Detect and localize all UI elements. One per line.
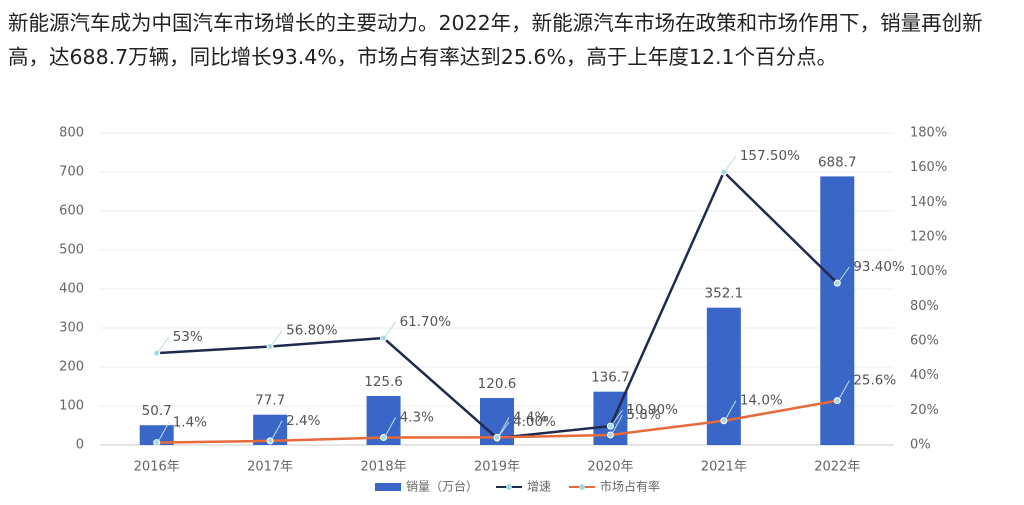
- line-value-label: 56.80%: [286, 323, 338, 339]
- y2-tick-label: 20%: [910, 403, 939, 418]
- legend-swatch: [579, 484, 586, 490]
- legend-swatch: [375, 483, 401, 491]
- x-tick-label: 2017年: [247, 460, 293, 475]
- line-value-label: 1.4%: [173, 415, 207, 431]
- point: [606, 422, 614, 430]
- line-value-label: 4.00%: [513, 414, 556, 430]
- bar-value-label: 125.6: [364, 374, 403, 390]
- leader-line: [158, 422, 170, 441]
- y-tick-label: 500: [59, 243, 84, 258]
- y2-tick-label: 100%: [910, 264, 947, 279]
- leader-line: [498, 417, 510, 436]
- y-tick-label: 0: [76, 438, 84, 453]
- y2-tick-label: 60%: [910, 334, 939, 349]
- x-tick-label: 2020年: [587, 460, 633, 475]
- point: [720, 168, 728, 176]
- line-value-label: 93.40%: [853, 259, 905, 275]
- leader-line: [385, 417, 397, 436]
- x-tick-label: 2022年: [814, 460, 860, 475]
- line-value-label: 53%: [173, 329, 203, 345]
- y2-tick-label: 120%: [910, 230, 947, 245]
- leader-line: [725, 400, 737, 419]
- leader-line: [838, 380, 850, 399]
- y-tick-label: 200: [59, 360, 84, 375]
- bar: [139, 425, 174, 445]
- y2-tick-label: 180%: [910, 126, 947, 141]
- point: [380, 334, 388, 342]
- line-value-label: 14.0%: [740, 393, 783, 409]
- leader-line: [271, 330, 283, 345]
- line-value-label: 4.4%: [513, 409, 547, 425]
- line-value-label: 2.4%: [286, 413, 320, 429]
- leader-line: [611, 414, 623, 434]
- point: [266, 437, 274, 445]
- bar-value-label: 136.7: [591, 370, 630, 386]
- point: [380, 434, 388, 442]
- y-tick-label: 700: [59, 165, 84, 180]
- bar-value-label: 77.7: [255, 393, 285, 409]
- leader-line: [612, 409, 623, 425]
- point: [833, 397, 841, 405]
- y-tick-label: 800: [59, 126, 84, 141]
- legend-label: 市场占有率: [600, 479, 660, 494]
- leader-line: [838, 266, 850, 282]
- point: [493, 433, 501, 441]
- y2-tick-label: 80%: [910, 299, 939, 314]
- x-tick-label: 2016年: [134, 460, 180, 475]
- leader-line: [725, 155, 737, 171]
- line-value-label: 25.6%: [853, 373, 896, 389]
- bar-value-label: 120.6: [478, 376, 517, 392]
- point: [833, 279, 841, 287]
- paragraph: 新能源汽车成为中国汽车市场增长的主要动力。2022年，新能源汽车市场在政策和市场…: [8, 11, 983, 69]
- bar: [706, 307, 741, 445]
- x-tick-label: 2021年: [701, 460, 747, 475]
- y2-tick-label: 0%: [910, 438, 931, 453]
- point: [606, 431, 614, 439]
- line-value-label: 61.70%: [400, 314, 452, 330]
- y2-tick-label: 40%: [910, 368, 939, 383]
- line-value-label: 5.8%: [626, 407, 660, 423]
- x-tick-label: 2019年: [474, 460, 520, 475]
- y-tick-label: 100: [59, 399, 84, 414]
- bar-value-label: 688.7: [818, 154, 857, 170]
- leader-line: [158, 336, 170, 352]
- leader-line: [271, 420, 283, 440]
- line-value-label: 157.50%: [740, 148, 800, 164]
- y-tick-label: 600: [59, 204, 84, 219]
- legend-label: 增速: [527, 480, 551, 494]
- y2-tick-label: 140%: [910, 195, 947, 210]
- legend-swatch: [506, 484, 513, 490]
- point: [153, 349, 161, 357]
- point: [720, 417, 728, 425]
- line-value-label: 4.3%: [400, 410, 434, 426]
- leader-line: [385, 321, 396, 337]
- point: [153, 439, 161, 447]
- y2-tick-label: 160%: [910, 160, 947, 175]
- bar-value-label: 352.1: [705, 286, 744, 302]
- legend-label: 销量（万台）: [406, 479, 478, 494]
- y-tick-label: 300: [59, 321, 84, 336]
- leader-line: [498, 421, 510, 437]
- y-tick-label: 400: [59, 282, 84, 297]
- bar: [820, 176, 855, 446]
- point: [266, 343, 274, 351]
- line-value-label: 10.90%: [626, 402, 678, 418]
- bar-value-label: 50.7: [142, 403, 172, 419]
- x-tick-label: 2018年: [361, 460, 407, 475]
